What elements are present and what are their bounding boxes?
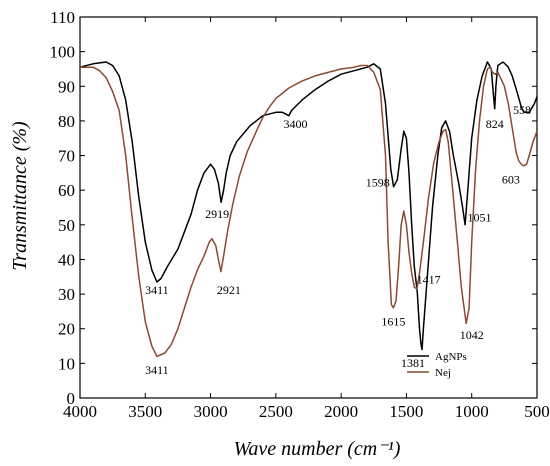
peak-label: 3400 <box>283 117 307 131</box>
axes: 4000 3500 3000 2500 2000 1500 1000 500 0 10 20 30 40… <box>50 8 550 421</box>
y-tick-label: 70 <box>58 147 75 166</box>
peak-label: 3411 <box>145 283 169 297</box>
plot-frame <box>79 16 538 399</box>
x-tick-label: 500 <box>524 402 550 421</box>
x-tick-label: 4000 <box>63 402 97 421</box>
peak-label: 603 <box>502 172 520 186</box>
y-tick-label: 100 <box>50 43 76 62</box>
legend-label: AgNPs <box>435 351 467 363</box>
x-tick-label: 3500 <box>128 402 162 421</box>
y-tick-label: 0 <box>67 389 76 408</box>
peak-label: 2921 <box>217 283 241 297</box>
x-axis-title: Wave number (cm⁻¹) <box>234 438 401 460</box>
y-tick-label: 60 <box>58 181 75 200</box>
y-tick-label: 110 <box>50 8 75 27</box>
y-tick-label: 80 <box>58 112 75 131</box>
peak-label: 1042 <box>460 328 484 342</box>
y-axis-title: Transmittance (%) <box>9 121 31 271</box>
peak-annotations: 3411 2919 3400 1598 1417 1381 1051 824 558 3411 29… <box>145 103 531 377</box>
series-line-agnps <box>79 61 538 351</box>
peak-label: 558 <box>513 103 531 117</box>
legend-label: Nej <box>435 367 451 379</box>
peak-label: 1381 <box>401 356 425 370</box>
x-tick-label: 2000 <box>324 402 358 421</box>
peak-label: 1051 <box>468 210 492 224</box>
peak-label: 1615 <box>381 314 405 328</box>
y-tick-label: 40 <box>58 250 75 269</box>
series-layer <box>79 61 538 358</box>
peak-label: 1598 <box>366 176 390 190</box>
peak-label: 2919 <box>205 207 229 221</box>
legend: AgNPs Nej <box>407 351 467 379</box>
y-tick-label: 20 <box>58 320 75 339</box>
y-tick-label: 50 <box>58 216 75 235</box>
y-tick-label: 30 <box>58 285 75 304</box>
peak-label: 1417 <box>417 273 441 287</box>
x-tick-label: 2500 <box>259 402 293 421</box>
peak-label: 824 <box>486 117 504 131</box>
series-line-nej <box>80 64 538 358</box>
y-tick-label: 10 <box>58 354 75 373</box>
y-tick-label: 90 <box>58 77 75 96</box>
x-tick-label: 1500 <box>389 402 423 421</box>
peak-label: 3411 <box>145 363 169 377</box>
x-tick-label: 3000 <box>194 402 228 421</box>
x-tick-label: 1000 <box>455 402 489 421</box>
